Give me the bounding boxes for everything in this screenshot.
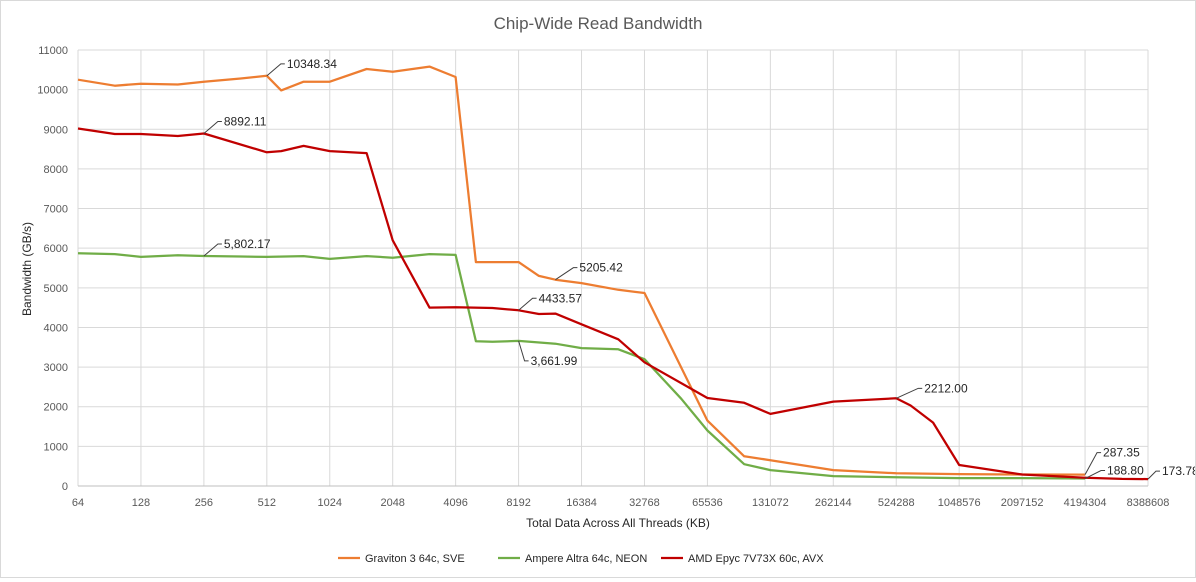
x-tick-label: 2097152: [1001, 497, 1044, 509]
x-tick-label: 64: [72, 497, 84, 509]
data-label: 287.35: [1084, 446, 1140, 475]
chart-title: Chip-Wide Read Bandwidth: [494, 14, 703, 33]
y-tick-label: 0: [62, 481, 68, 493]
x-tick-label: 8388608: [1127, 497, 1170, 509]
leader-line: [555, 267, 578, 281]
x-tick-label: 1024: [318, 497, 342, 509]
leader-line: [203, 243, 222, 257]
y-tick-label: 2000: [44, 402, 68, 414]
y-tick-label: 5000: [44, 283, 68, 295]
x-tick-label: 1048576: [938, 497, 981, 509]
x-tick-label: 256: [195, 497, 213, 509]
x-tick-label: 262144: [815, 497, 852, 509]
data-label: 4433.57: [518, 291, 583, 311]
y-tick-label: 7000: [44, 204, 68, 216]
data-label: 173.78: [1147, 464, 1196, 480]
x-tick-label: 4096: [443, 497, 467, 509]
legend-label: AMD Epyc 7V73X 60c, AVX: [688, 553, 824, 565]
data-label-text: 8892.11: [224, 115, 267, 129]
data-label-text: 5,802.17: [224, 237, 271, 251]
leader-line: [1084, 452, 1102, 475]
data-label: 8892.11: [203, 115, 267, 134]
x-tick-label: 2048: [380, 497, 404, 509]
data-label-text: 2212.00: [924, 381, 968, 395]
data-labels: 10348.34 8892.11 5,802.17 5205.42 4433.57 3,6…: [203, 57, 1196, 480]
y-tick-label: 4000: [44, 322, 68, 334]
data-label-text: 10348.34: [287, 57, 337, 71]
x-tick-label: 4194304: [1064, 497, 1107, 509]
data-label: 2212.00: [896, 381, 968, 399]
y-tick-label: 8000: [44, 164, 68, 176]
x-tick-label: 65536: [692, 497, 723, 509]
y-tick-label: 6000: [44, 243, 68, 255]
y-tick-label: 3000: [44, 362, 68, 374]
x-axis-tick-labels: 64 128 256 512 1024 2048 4096 8192 16384 32768 655…: [72, 497, 1170, 509]
x-axis-title: Total Data Across All Threads (KB): [526, 516, 710, 530]
x-tick-label: 131072: [752, 497, 789, 509]
x-tick-label: 32768: [629, 497, 660, 509]
leader-line: [203, 121, 222, 134]
y-tick-label: 1000: [44, 441, 68, 453]
data-label-text: 188.80: [1107, 464, 1144, 478]
leader-line: [266, 63, 285, 77]
legend-label: Ampere Altra 64c, NEON: [525, 553, 647, 565]
x-tick-label: 8192: [506, 497, 530, 509]
series-line-1: [77, 65, 1086, 476]
data-label: 3,661.99: [518, 340, 578, 368]
x-tick-label: 128: [132, 497, 150, 509]
leader-line: [1084, 470, 1106, 479]
data-label-text: 287.35: [1103, 446, 1140, 460]
series-line-3: [77, 127, 1149, 481]
leader-line: [518, 340, 529, 362]
x-tick-label: 524288: [878, 497, 915, 509]
legend: Graviton 3 64c, SVE Ampere Altra 64c, NEO…: [338, 553, 824, 565]
data-label-text: 4433.57: [539, 291, 583, 305]
data-label-text: 3,661.99: [531, 354, 578, 368]
y-tick-label: 11000: [38, 45, 68, 57]
x-tick-label: 512: [258, 497, 276, 509]
legend-item: AMD Epyc 7V73X 60c, AVX: [661, 553, 824, 565]
x-tick-label: 16384: [566, 497, 597, 509]
y-tick-label: 9000: [44, 124, 68, 136]
legend-item: Graviton 3 64c, SVE: [338, 553, 465, 565]
leader-line: [1147, 470, 1160, 480]
legend-item: Ampere Altra 64c, NEON: [498, 553, 647, 565]
series-line-2: [77, 252, 1086, 480]
y-axis-tick-labels: 0 1000 2000 3000 4000 5000 6000 7000 8000 9000 100…: [37, 45, 68, 493]
data-label: 5205.42: [555, 261, 623, 281]
legend-label: Graviton 3 64c, SVE: [365, 553, 465, 565]
data-label-text: 173.78: [1162, 464, 1195, 478]
y-axis-title: Bandwidth (GB/s): [20, 222, 34, 316]
data-label-text: 5205.42: [579, 261, 623, 275]
series-lines: [77, 65, 1149, 481]
leader-line: [518, 297, 537, 311]
data-label: 10348.34: [266, 57, 337, 77]
data-label: 188.80: [1084, 464, 1144, 479]
leader-line: [896, 387, 923, 399]
y-tick-label: 10000: [37, 85, 68, 97]
data-label: 5,802.17: [203, 237, 271, 257]
